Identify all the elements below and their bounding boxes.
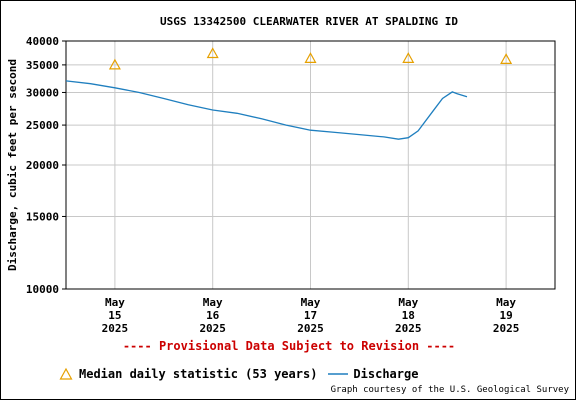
x-tick-year: 2025 xyxy=(297,322,324,335)
y-tick-label: 15000 xyxy=(26,210,59,223)
discharge-line-icon xyxy=(328,373,349,375)
usgs-credit: Graph courtesy of the U.S. Geological Su… xyxy=(330,385,569,395)
x-tick-year: 2025 xyxy=(395,322,422,335)
x-tick-month: May xyxy=(496,296,516,309)
x-tick-year: 2025 xyxy=(493,322,520,335)
x-tick-month: May xyxy=(203,296,223,309)
median-triangle-icon xyxy=(59,367,73,380)
median-marker xyxy=(304,52,317,63)
x-tick-day: 19 xyxy=(499,309,512,322)
x-tick-day: 18 xyxy=(402,309,415,322)
y-tick-label: 20000 xyxy=(26,159,59,172)
x-tick-year: 2025 xyxy=(102,322,129,335)
x-tick-day: 16 xyxy=(206,309,220,322)
chart-grid xyxy=(66,41,555,289)
provisional-note: ---- Provisional Data Subject to Revisio… xyxy=(122,339,456,353)
y-tick-label: 35000 xyxy=(26,59,59,72)
y-tick-label: 40000 xyxy=(26,35,59,48)
median-marker xyxy=(500,53,513,64)
x-axis-ticks: May152025May162025May172025May182025May1… xyxy=(102,296,520,335)
y-tick-label: 30000 xyxy=(26,86,59,99)
median-marker xyxy=(206,47,219,59)
y-axis-label: Discharge, cubic feet per second xyxy=(6,59,19,271)
x-tick-year: 2025 xyxy=(199,322,226,335)
x-tick-month: May xyxy=(105,296,125,309)
y-axis-ticks: 10000 15000 20000 25000 30000 35000 40000 xyxy=(26,35,66,296)
series-group xyxy=(65,47,513,140)
x-tick-month: May xyxy=(398,296,418,309)
x-tick-day: 15 xyxy=(108,309,121,322)
median-marker xyxy=(402,52,415,63)
y-tick-label: 25000 xyxy=(26,119,59,132)
chart-title: USGS 13342500 CLEARWATER RIVER AT SPALDI… xyxy=(160,15,458,28)
x-tick-month: May xyxy=(301,296,321,309)
x-tick-day: 17 xyxy=(304,309,317,322)
legend-discharge-label: Discharge xyxy=(353,367,419,381)
median-marker xyxy=(108,58,121,70)
discharge-line xyxy=(65,80,468,140)
legend-median-label: Median daily statistic (53 years) xyxy=(79,367,318,381)
y-tick-label: 10000 xyxy=(26,283,59,296)
chart-legend: Median daily statistic (53 years) Discha… xyxy=(59,365,418,383)
